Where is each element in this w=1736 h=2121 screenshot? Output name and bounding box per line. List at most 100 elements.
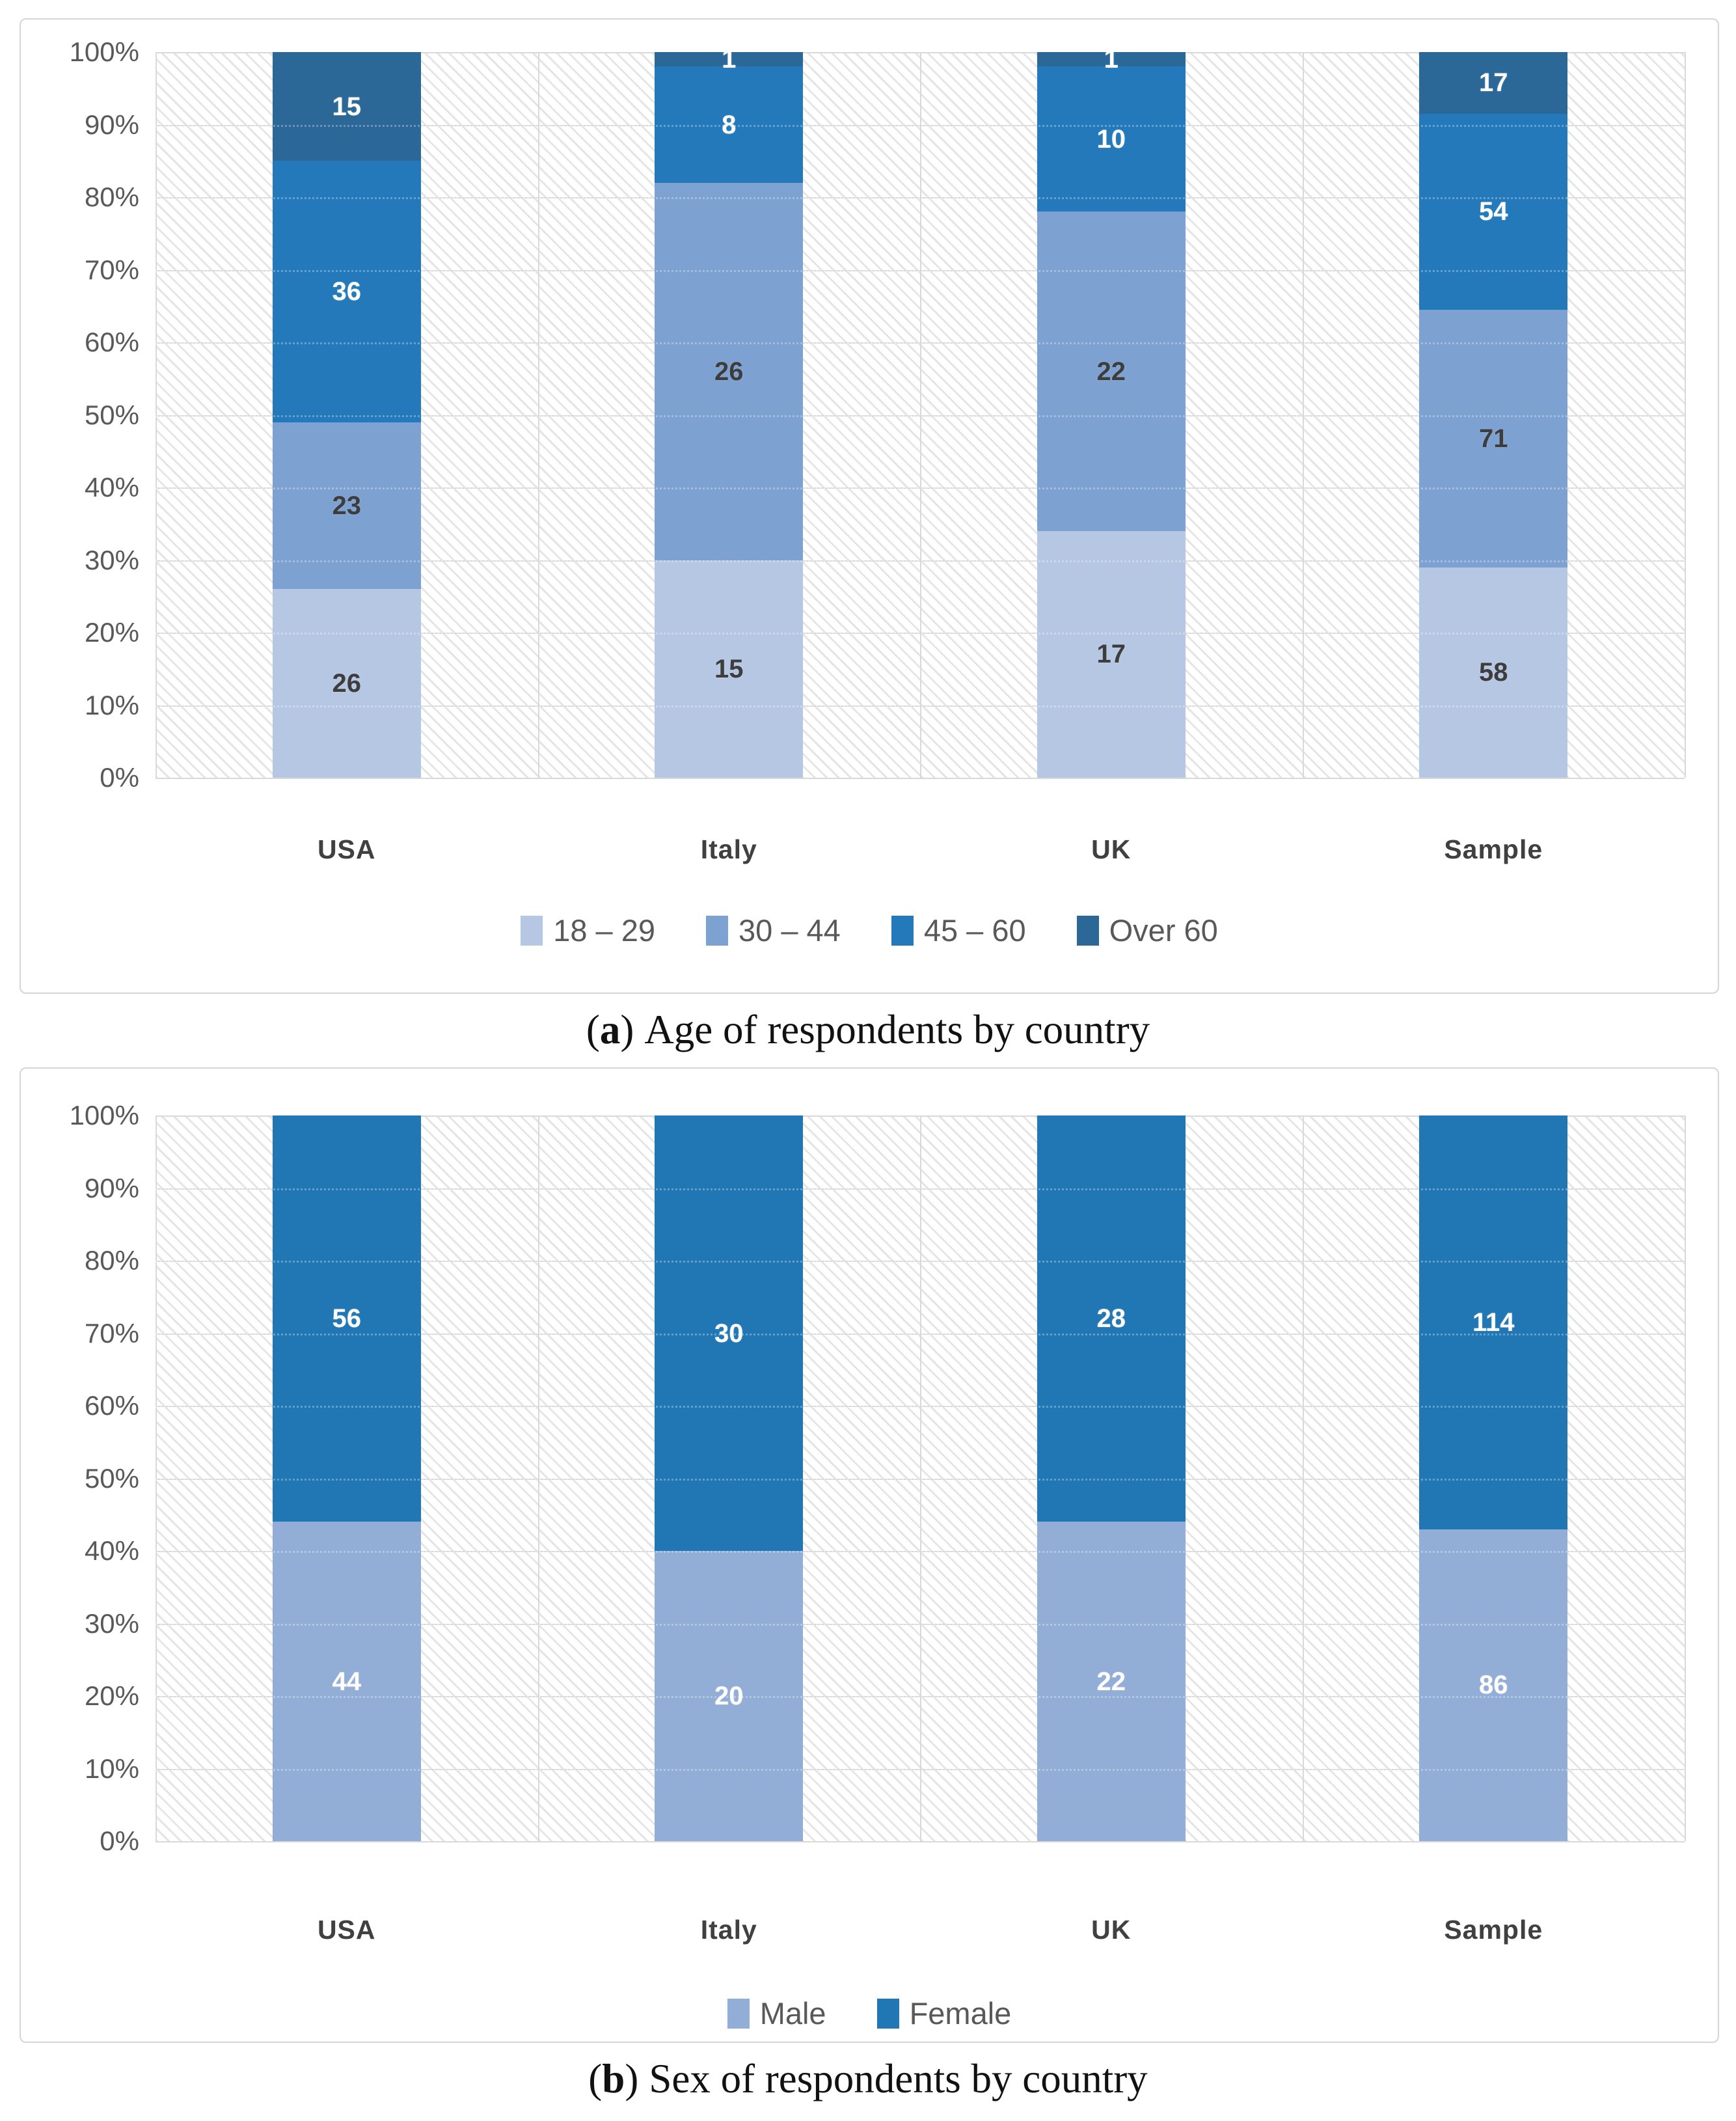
bar-value-label: 54 <box>1479 197 1508 226</box>
bar-value-label: 17 <box>1096 640 1126 669</box>
y-axis-tick-label: 70% <box>84 1317 139 1348</box>
y-axis-tick-label: 30% <box>84 544 139 575</box>
caption-label: a <box>599 1007 621 1052</box>
bar-value-label: 23 <box>332 491 362 520</box>
category-label-sample: Sample <box>1444 1915 1543 1945</box>
category-label-italy: Italy <box>700 834 757 864</box>
caption-age: (a) Age of respondents by country <box>0 1006 1736 1053</box>
bar-value-label: 56 <box>332 1304 362 1334</box>
bar-segment-30–44: 26 <box>655 182 804 560</box>
bar-uk: 17 22 10 1 <box>1037 46 1186 778</box>
legend-item-Female: Female <box>876 1995 1012 2031</box>
bar-segment-45–60: 36 <box>272 161 421 422</box>
bar-segment-Over60: 1 <box>655 46 804 72</box>
horizontal-gridline <box>156 778 1685 779</box>
bar-segment-Female: 30 <box>655 1115 804 1551</box>
vertical-gridline <box>156 1115 157 1841</box>
vertical-gridline <box>1302 1115 1304 1841</box>
bar-usa: 44 56 <box>272 1115 421 1841</box>
y-axis-tick-label: 30% <box>84 1608 139 1639</box>
caption-sex: (b) Sex of respondents by country <box>0 2055 1736 2102</box>
bar-segment-Over60: 15 <box>272 52 421 161</box>
bar-value-label: 20 <box>714 1682 744 1710</box>
y-axis-tick-label: 20% <box>84 617 139 648</box>
legend-label: 45 – 60 <box>923 913 1026 948</box>
legend-swatch-icon <box>891 915 914 946</box>
bar-value-label: 28 <box>1096 1304 1126 1334</box>
bar-value-label: 15 <box>332 92 362 121</box>
y-axis-tick-label: 90% <box>84 109 139 140</box>
vertical-gridline <box>537 1115 539 1841</box>
plot-area: 26 23 36 15 15 26 8 1 17 22 10 1 58 71 54 17 <box>156 46 1686 779</box>
y-axis-tick-label: 0% <box>100 1826 139 1856</box>
bar-value-label: 58 <box>1479 658 1508 687</box>
caption-paren: ( <box>586 1007 600 1052</box>
bar-value-label: 36 <box>332 277 362 306</box>
bar-sample: 86 114 <box>1419 1115 1568 1841</box>
category-label-italy: Italy <box>700 1915 757 1945</box>
bar-value-label: 114 <box>1472 1307 1515 1337</box>
bar-value-label: 22 <box>1096 357 1126 386</box>
legend-item-Male: Male <box>727 1995 826 2031</box>
bar-uk: 22 28 <box>1037 1115 1186 1841</box>
caption-paren: ( <box>588 2056 603 2101</box>
caption-label: b <box>602 2056 625 2101</box>
y-axis-tick-label: 70% <box>84 254 139 285</box>
bar-value-label: 17 <box>1479 68 1508 98</box>
legend-label: Over 60 <box>1109 913 1218 948</box>
bar-segment-30–44: 23 <box>272 422 421 590</box>
y-axis-tick-label: 100% <box>69 36 139 67</box>
bar-value-label: 15 <box>714 654 744 683</box>
y-axis-tick-label: 10% <box>84 689 139 720</box>
bar-segment-18–29: 17 <box>1037 530 1186 778</box>
bar-segment-Male: 44 <box>272 1522 421 1841</box>
category-label-uk: UK <box>1091 1915 1132 1945</box>
legend-label: Female <box>909 1996 1012 2031</box>
bar-usa: 26 23 36 15 <box>272 52 421 778</box>
legend-label: 18 – 29 <box>553 913 655 948</box>
caption-text: Sex of respondents by country <box>649 2056 1148 2101</box>
vertical-gridline <box>1685 52 1686 778</box>
y-axis-tick-label: 10% <box>84 1753 139 1784</box>
bar-segment-45–60: 8 <box>655 66 804 183</box>
bar-value-label: 30 <box>714 1319 744 1348</box>
bar-value-label: 26 <box>332 669 362 698</box>
legend: Male Female <box>21 1995 1718 2031</box>
y-axis-tick-label: 40% <box>84 472 139 502</box>
legend-swatch-icon <box>706 915 728 946</box>
vertical-gridline <box>920 1115 921 1841</box>
category-label-usa: USA <box>317 834 376 864</box>
bar-segment-Male: 86 <box>1419 1529 1568 1841</box>
y-axis-tick-label: 0% <box>100 762 139 793</box>
category-label-usa: USA <box>317 1915 376 1945</box>
y-axis-tick-label: 90% <box>84 1172 139 1203</box>
legend-swatch-icon <box>727 1998 750 2029</box>
y-axis-tick-label: 50% <box>84 399 139 430</box>
bar-value-label: 71 <box>1479 424 1508 453</box>
legend-label: 30 – 44 <box>739 913 841 948</box>
category-label-uk: UK <box>1091 834 1132 864</box>
bar-segment-Over60: 17 <box>1419 52 1568 114</box>
chart-panel-sex: 44 56 20 30 22 28 86 114 100% 90% 80% 70% 60% 50% 40% 3… <box>20 1067 1719 2043</box>
bar-value-label: 86 <box>1479 1671 1508 1700</box>
bar-italy: 15 26 8 1 <box>655 46 804 778</box>
caption-text: Age of respondents by country <box>644 1007 1150 1052</box>
chart-panel-age: 26 23 36 15 15 26 8 1 17 22 10 1 58 71 54 17 100% 90% 80% 7… <box>20 18 1719 994</box>
bar-segment-Male: 20 <box>655 1551 804 1841</box>
caption-paren: ) <box>625 2056 639 2101</box>
bar-segment-Female: 28 <box>1037 1115 1186 1522</box>
bar-segment-Female: 56 <box>272 1115 421 1522</box>
bar-segment-45–60: 54 <box>1419 113 1568 310</box>
bar-segment-18–29: 58 <box>1419 567 1568 778</box>
bar-segment-18–29: 15 <box>655 560 804 778</box>
legend-swatch-icon <box>521 915 543 946</box>
y-axis-tick-label: 60% <box>84 327 139 357</box>
bar-segment-Female: 114 <box>1419 1115 1568 1529</box>
vertical-gridline <box>156 52 157 778</box>
bar-segment-Male: 22 <box>1037 1522 1186 1841</box>
bar-value-label: 1 <box>1104 45 1119 74</box>
bar-value-label: 8 <box>722 110 737 139</box>
vertical-gridline <box>1302 52 1304 778</box>
vertical-gridline <box>920 52 921 778</box>
